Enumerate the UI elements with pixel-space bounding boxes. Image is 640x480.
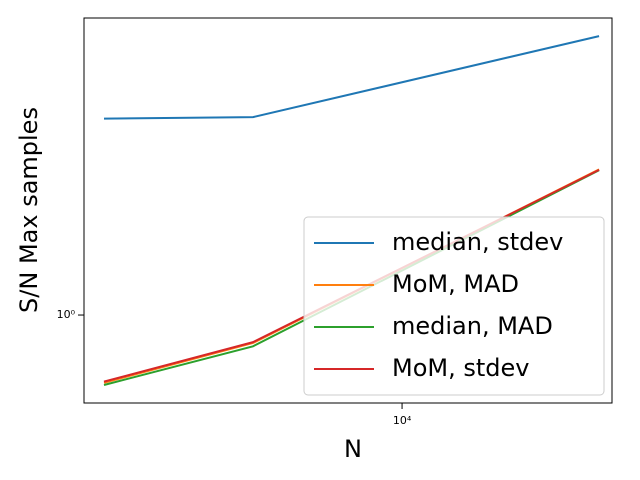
legend-label: MoM, stdev [392,354,529,382]
x-axis-label: N [344,435,362,463]
legend-label: MoM, MAD [392,270,519,298]
y-tick-label: 10⁰ [57,308,76,321]
series-line [103,35,600,120]
y-axis-label: S/N Max samples [15,107,43,313]
legend-label: median, MAD [392,312,553,340]
plot-frame [83,17,613,404]
legend-label: median, stdev [392,228,563,256]
x-tick-label: 10⁴ [393,414,412,427]
legend-box [303,216,605,396]
